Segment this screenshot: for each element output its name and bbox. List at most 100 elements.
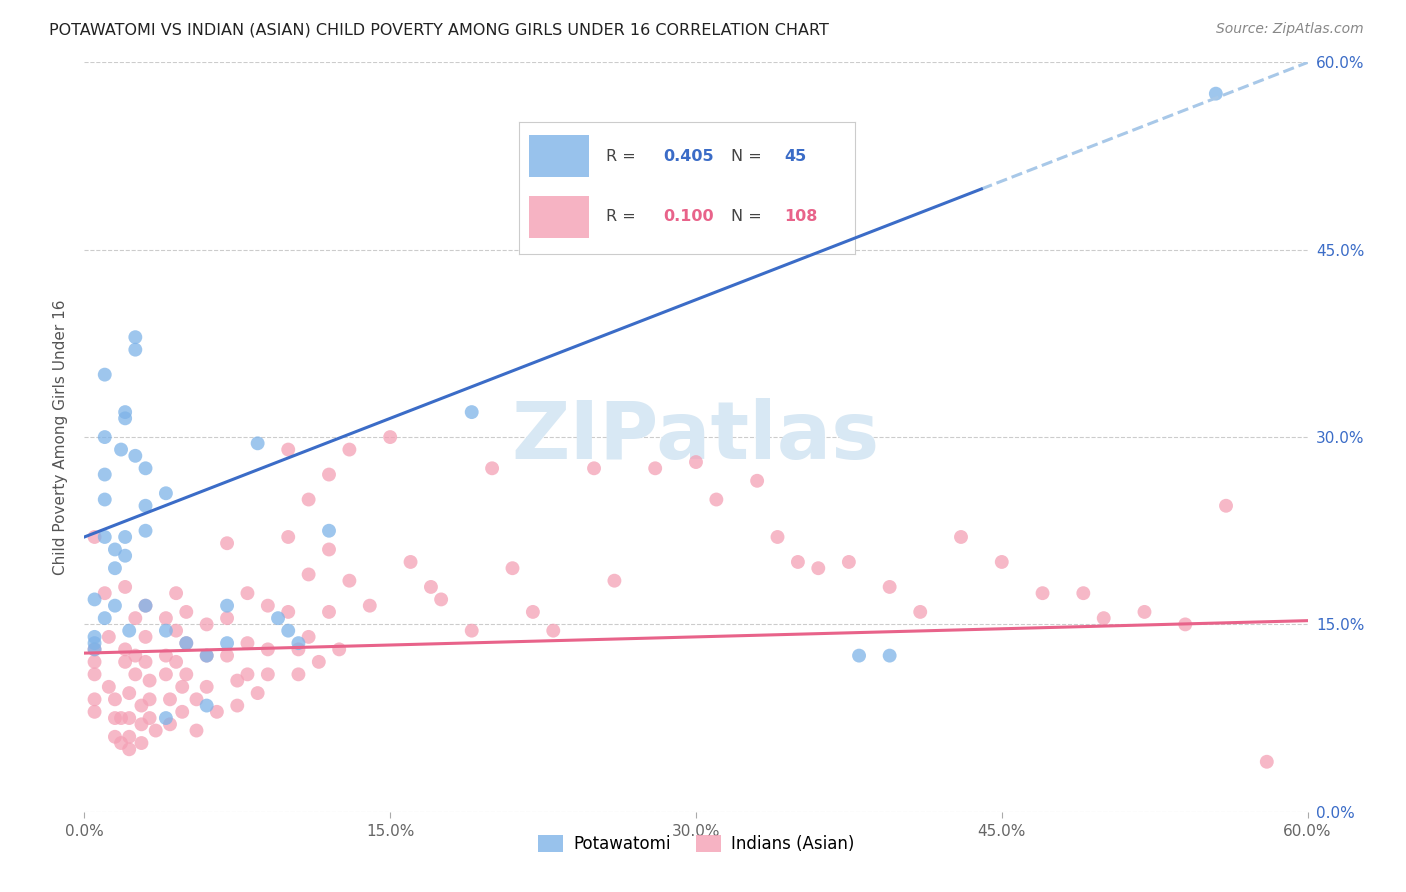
Point xyxy=(522,605,544,619)
Point xyxy=(879,648,901,663)
Point xyxy=(114,405,136,419)
Point xyxy=(277,442,299,457)
Point xyxy=(644,461,666,475)
Point xyxy=(236,586,259,600)
Point xyxy=(93,368,115,382)
Point xyxy=(110,711,132,725)
Point xyxy=(83,642,105,657)
Point xyxy=(236,636,259,650)
Point xyxy=(135,524,157,538)
Point xyxy=(114,530,136,544)
Point xyxy=(461,624,484,638)
Y-axis label: Child Poverty Among Girls Under 16: Child Poverty Among Girls Under 16 xyxy=(53,300,69,574)
Point xyxy=(135,599,157,613)
Point xyxy=(131,736,153,750)
Point xyxy=(124,648,146,663)
Point xyxy=(118,624,141,638)
Point xyxy=(118,711,141,725)
Point xyxy=(114,549,136,563)
Point xyxy=(807,561,830,575)
Point xyxy=(124,343,146,357)
Point xyxy=(93,467,115,482)
Point xyxy=(217,648,239,663)
Point xyxy=(1215,499,1237,513)
Point xyxy=(165,586,187,600)
Point xyxy=(124,449,146,463)
Point xyxy=(1256,755,1278,769)
Point xyxy=(155,711,177,725)
Point xyxy=(118,686,141,700)
Point xyxy=(287,667,309,681)
Point xyxy=(217,611,239,625)
Point xyxy=(83,642,105,657)
Point xyxy=(83,692,105,706)
Point xyxy=(910,605,932,619)
Point xyxy=(93,492,115,507)
Point xyxy=(318,542,340,557)
Point xyxy=(1174,18,1197,32)
Point xyxy=(159,717,181,731)
Point xyxy=(706,492,728,507)
Point xyxy=(174,605,197,619)
Point xyxy=(257,599,280,613)
Point xyxy=(104,692,127,706)
Point xyxy=(83,636,105,650)
Point xyxy=(138,711,160,725)
Point xyxy=(118,742,141,756)
Point xyxy=(110,442,132,457)
Point xyxy=(165,655,187,669)
Point xyxy=(226,673,249,688)
Point xyxy=(93,586,115,600)
Point xyxy=(543,624,565,638)
Point xyxy=(155,624,177,638)
Point xyxy=(298,630,321,644)
Point xyxy=(174,636,197,650)
Point xyxy=(174,636,197,650)
Point xyxy=(155,648,177,663)
Point xyxy=(114,580,136,594)
Point xyxy=(104,599,127,613)
Point xyxy=(104,561,127,575)
Point xyxy=(131,698,153,713)
Point xyxy=(186,692,208,706)
Point xyxy=(155,667,177,681)
Point xyxy=(1032,586,1054,600)
Point xyxy=(287,636,309,650)
Point xyxy=(298,492,321,507)
Point xyxy=(135,461,157,475)
Point xyxy=(339,574,361,588)
Point xyxy=(298,567,321,582)
Point xyxy=(1174,617,1197,632)
Point xyxy=(93,430,115,444)
Point xyxy=(135,630,157,644)
Point xyxy=(1092,611,1115,625)
Point xyxy=(186,723,208,738)
Point xyxy=(747,474,769,488)
Point xyxy=(318,605,340,619)
Point xyxy=(114,655,136,669)
Point xyxy=(172,705,194,719)
Point xyxy=(246,686,269,700)
Point xyxy=(118,730,141,744)
Point xyxy=(246,436,269,450)
Text: ZIPatlas: ZIPatlas xyxy=(512,398,880,476)
Point xyxy=(603,574,626,588)
Text: POTAWATOMI VS INDIAN (ASIAN) CHILD POVERTY AMONG GIRLS UNDER 16 CORRELATION CHAR: POTAWATOMI VS INDIAN (ASIAN) CHILD POVER… xyxy=(49,22,830,37)
Point xyxy=(328,642,350,657)
Point xyxy=(380,430,402,444)
Point xyxy=(217,536,239,550)
Point xyxy=(124,611,146,625)
Point xyxy=(359,599,381,613)
Point xyxy=(110,736,132,750)
Point xyxy=(502,561,524,575)
Point xyxy=(766,530,789,544)
Point xyxy=(114,642,136,657)
Point xyxy=(217,636,239,650)
Point xyxy=(685,455,707,469)
Point xyxy=(135,499,157,513)
Point xyxy=(159,692,181,706)
Point xyxy=(195,617,218,632)
Point xyxy=(1073,586,1095,600)
Point xyxy=(97,680,120,694)
Point xyxy=(339,442,361,457)
